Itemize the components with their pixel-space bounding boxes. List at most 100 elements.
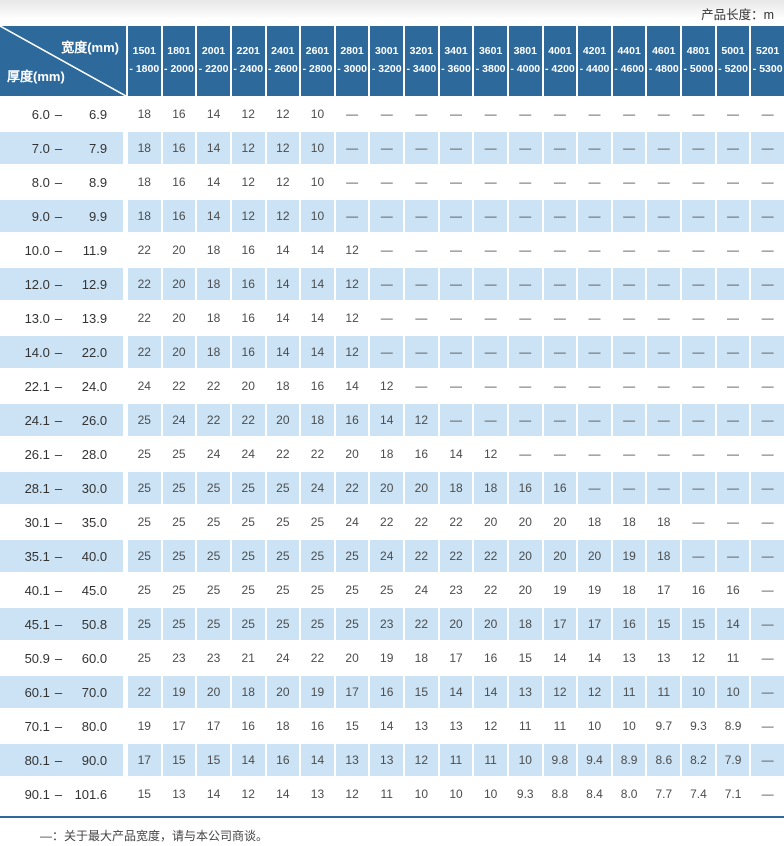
value-cell: 11 bbox=[439, 744, 473, 776]
value-cell: — bbox=[682, 132, 715, 164]
value-cell: — bbox=[716, 200, 750, 232]
value-cell: 14 bbox=[206, 107, 221, 121]
value-cell: 12 bbox=[483, 719, 498, 733]
value-cell: — bbox=[415, 243, 428, 257]
value-cell: 22 bbox=[474, 540, 507, 572]
value-cell: 14 bbox=[206, 175, 221, 189]
value-cell: 25 bbox=[310, 515, 325, 529]
row-label: 30.1–35.0 bbox=[0, 506, 126, 538]
value-cell: — bbox=[449, 175, 462, 189]
value-cell: — bbox=[657, 447, 670, 461]
value-cell: — bbox=[612, 200, 646, 232]
value-cell: 12 bbox=[276, 107, 290, 121]
value-cell: 13 bbox=[370, 744, 404, 776]
value-cell: — bbox=[380, 107, 393, 121]
value-cell: — bbox=[519, 379, 532, 393]
value-cell: 18 bbox=[197, 336, 230, 368]
value-cell: 20 bbox=[162, 268, 196, 300]
value-cell: 25 bbox=[172, 515, 186, 529]
value-cell: 15 bbox=[345, 719, 359, 733]
value-cell: 25 bbox=[266, 472, 300, 504]
value-cell: 14 bbox=[310, 311, 325, 325]
value-cell: — bbox=[439, 268, 473, 300]
column-header: 2601- 2800 bbox=[301, 26, 334, 96]
value-cell: 23 bbox=[206, 651, 221, 665]
value-cell: — bbox=[647, 404, 681, 436]
value-cell: 24 bbox=[276, 651, 290, 665]
value-cell: — bbox=[415, 175, 428, 189]
value-cell: 25 bbox=[197, 540, 230, 572]
value-cell: 14 bbox=[370, 404, 404, 436]
value-cell: 12 bbox=[241, 107, 255, 121]
value-cell: 22 bbox=[197, 404, 230, 436]
value-cell: — bbox=[727, 515, 740, 529]
value-cell: — bbox=[761, 651, 774, 665]
value-cell: 8.9 bbox=[612, 744, 646, 776]
value-cell: — bbox=[657, 243, 670, 257]
value-cell: 22 bbox=[439, 540, 473, 572]
value-cell: 25 bbox=[162, 608, 196, 640]
value-cell: — bbox=[692, 515, 705, 529]
value-cell: 16 bbox=[241, 243, 255, 257]
value-cell: — bbox=[716, 540, 750, 572]
value-cell: 20 bbox=[543, 540, 577, 572]
value-cell: 18 bbox=[197, 268, 230, 300]
value-cell: — bbox=[474, 404, 507, 436]
value-cell: — bbox=[588, 107, 601, 121]
value-cell: 10 bbox=[587, 719, 602, 733]
value-cell: — bbox=[553, 379, 566, 393]
value-cell: 17 bbox=[543, 608, 577, 640]
value-cell: 25 bbox=[128, 404, 161, 436]
value-cell: 8.2 bbox=[682, 744, 715, 776]
value-cell: 14 bbox=[553, 651, 567, 665]
width-axis-label: 宽度(mm) bbox=[61, 40, 119, 55]
value-cell: — bbox=[578, 200, 611, 232]
column-header: 3401- 3600 bbox=[439, 26, 473, 96]
value-cell: 15 bbox=[647, 608, 681, 640]
value-cell: — bbox=[370, 268, 404, 300]
value-cell: 11 bbox=[474, 744, 507, 776]
value-cell: 19 bbox=[137, 719, 151, 733]
value-cell: 10 bbox=[301, 200, 334, 232]
value-cell: 25 bbox=[137, 515, 151, 529]
value-cell: 12 bbox=[691, 651, 706, 665]
row-label: 6.0–6.9 bbox=[0, 98, 126, 130]
value-cell: 12 bbox=[345, 787, 359, 801]
value-cell: — bbox=[623, 175, 636, 189]
value-cell: 7.1 bbox=[724, 787, 742, 801]
value-cell: 20 bbox=[483, 515, 498, 529]
value-cell: 22 bbox=[128, 268, 161, 300]
value-cell: — bbox=[657, 107, 670, 121]
row-label: 13.0–13.9 bbox=[0, 302, 126, 334]
value-cell: — bbox=[346, 107, 359, 121]
value-cell: 16 bbox=[543, 472, 577, 504]
value-cell: — bbox=[727, 311, 740, 325]
value-cell: 13 bbox=[310, 787, 325, 801]
value-cell: 25 bbox=[266, 540, 300, 572]
value-cell: 24 bbox=[370, 540, 404, 572]
value-cell: — bbox=[761, 719, 774, 733]
value-cell: — bbox=[716, 132, 750, 164]
row-label: 50.9–60.0 bbox=[0, 642, 126, 674]
value-cell: — bbox=[682, 404, 715, 436]
column-header: 4801- 5000 bbox=[682, 26, 715, 96]
value-cell: — bbox=[761, 379, 774, 393]
value-cell: — bbox=[508, 132, 542, 164]
row-label: 28.1–30.0 bbox=[0, 472, 126, 504]
value-cell: 13 bbox=[508, 676, 542, 708]
value-cell: 15 bbox=[137, 787, 151, 801]
value-cell: 18 bbox=[474, 472, 507, 504]
value-cell: 14 bbox=[301, 336, 334, 368]
value-cell: 18 bbox=[508, 608, 542, 640]
row-label: 40.1–45.0 bbox=[0, 574, 126, 606]
value-cell: 12 bbox=[335, 336, 369, 368]
value-cell: 19 bbox=[301, 676, 334, 708]
value-cell: 20 bbox=[345, 651, 359, 665]
value-cell: 15 bbox=[162, 744, 196, 776]
value-cell: — bbox=[751, 268, 784, 300]
value-cell: 17 bbox=[335, 676, 369, 708]
value-cell: — bbox=[380, 311, 393, 325]
page-header-area: 产品长度：m bbox=[0, 0, 784, 26]
value-cell: — bbox=[761, 175, 774, 189]
value-cell: — bbox=[751, 540, 784, 572]
